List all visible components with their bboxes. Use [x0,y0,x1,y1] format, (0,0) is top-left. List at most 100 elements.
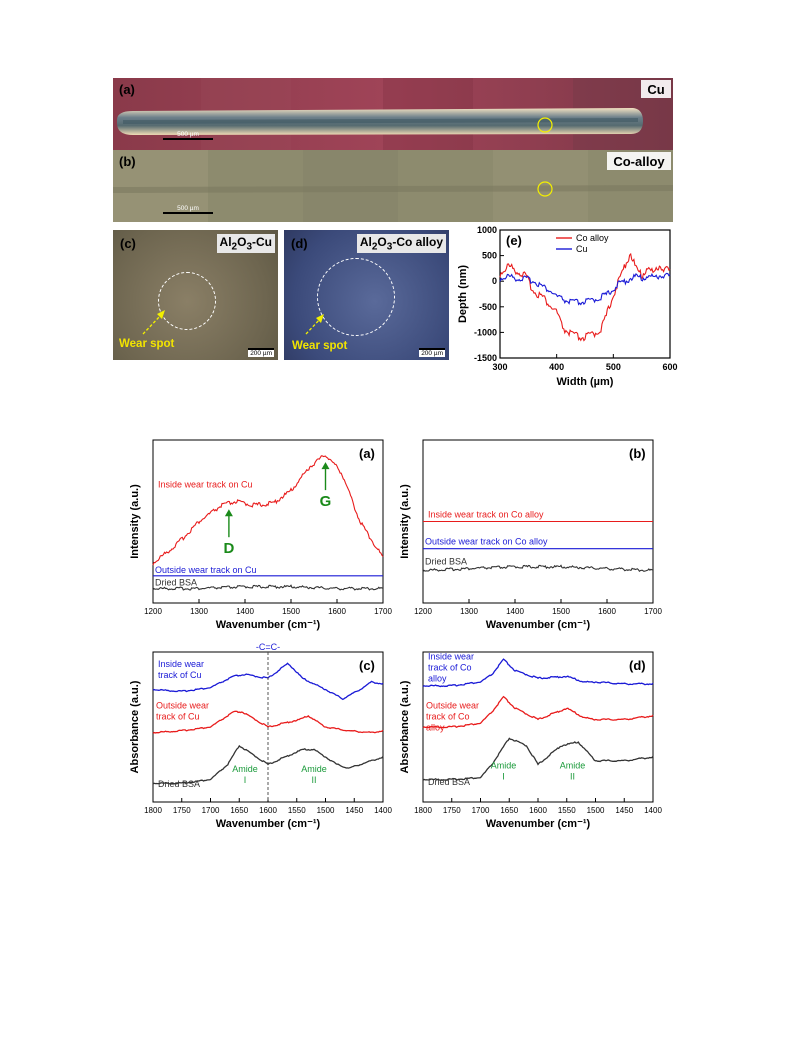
x-tick-label: 1650 [500,806,518,815]
x-tick-label: 1600 [529,806,547,815]
x-tick-label: 1450 [345,806,363,815]
wear-location-circle [537,181,553,197]
x-tick-label: 1700 [472,806,490,815]
plot-frame [422,651,654,803]
peak-label: G [320,493,332,510]
wear-location-circle [537,117,553,133]
x-tick-label: 1550 [288,806,306,815]
x-tick-label: 1750 [443,806,461,815]
amide-label: I [502,771,505,781]
series-label: alloy [428,674,447,684]
amide-label: Amide [301,764,327,774]
x-axis-label: Wavenumber (cm⁻¹) [216,818,321,830]
peak-arrowhead [321,462,330,470]
series-label: Inside wear [158,659,204,669]
x-tick-label: 1400 [374,806,392,815]
series-line [422,564,654,573]
plot-frame [499,229,671,359]
y-axis-label: Depth (nm) [457,265,469,323]
series-label: alloy [426,722,445,732]
series-label: Inside wear track on Cu [158,480,253,490]
x-tick-label: 1600 [328,607,346,616]
micrograph-a-cu: 500 µm (a) Cu [113,78,673,150]
series-label: track of Cu [156,711,200,721]
y-axis-label: Absorbance (a.u.) [399,680,411,773]
scale-bar-label: 200 µm [419,348,445,357]
series-label: track of Cu [158,670,202,680]
series-line [422,695,654,729]
series-label: Dried BSA [428,777,470,787]
y-tick-label: 0 [492,276,497,286]
y-tick-label: 500 [482,251,497,261]
series-label: Outside wear [156,700,209,710]
amide-label: II [311,775,316,785]
y-axis-label: Intensity (a.u.) [129,484,141,559]
wear-spot-arrow [305,314,324,335]
series-label: Inside wear [428,652,474,662]
x-tick-label: 1600 [598,607,616,616]
x-tick-label: 1400 [644,806,662,815]
series-label: Outside wear track on Co alloy [425,537,548,547]
series-label: track of Co [428,663,472,673]
x-tick-label: 1200 [144,607,162,616]
scale-bar-label: 500 µm [177,131,199,138]
amide-label: Amide [491,760,517,770]
legend-label: Cu [576,244,588,254]
wear-spot-circle [317,258,395,336]
micrograph-c-al2o3-cu: (c) Al2O3-Cu Wear spot 200 µm [113,230,278,360]
panel-tag: (c) [359,658,375,673]
x-tick-label: 1400 [506,607,524,616]
amide-label: Amide [232,764,258,774]
y-axis-label: Absorbance (a.u.) [129,680,141,773]
series-label: Outside wear [426,700,479,710]
micrograph-d-al2o3-co-alloy: (d) Al2O3-Co alloy Wear spot 200 µm [284,230,449,360]
ftir-chart-c: 1800 1750 1700 1650 1600 1550 1500 1450 1400 Wave… [129,642,392,830]
x-tick-label: 1300 [460,607,478,616]
x-tick-label: 1500 [552,607,570,616]
x-tick-label: 1700 [374,607,392,616]
depth-profile-chart-e: 300 400 500 600 1000 500 0 -500 -1000 -1500 Co all… [457,225,678,388]
cc-label: -C=C- [256,642,280,652]
material-label-al2o3-cu: Al2O3-Cu [216,234,275,254]
y-tick-label: -1500 [474,353,497,363]
x-tick-label: 1700 [202,806,220,815]
y-axis-label: Intensity (a.u.) [399,484,411,559]
x-tick-label: 1500 [282,607,300,616]
panel-tag-c: (c) [120,236,136,251]
scale-bar [163,212,213,214]
x-tick-label: 1550 [558,806,576,815]
x-axis-label: Wavenumber (cm⁻¹) [486,818,591,830]
x-tick-label: 1450 [615,806,633,815]
series-label: Outside wear track on Cu [155,565,257,575]
wear-spot-circle [158,272,216,330]
panel-tag: (d) [629,658,646,673]
x-tick-label: 1300 [190,607,208,616]
x-tick-label: 1800 [144,806,162,815]
x-axis-label: Width (µm) [557,376,614,388]
series-line-cu [499,272,671,306]
series-label: Dried BSA [425,557,467,567]
amide-label: II [570,771,575,781]
x-tick-label: 1700 [644,607,662,616]
scale-bar [163,138,213,140]
scale-bar-label: 500 µm [177,205,199,212]
ftir-chart-d: 1800 1750 1700 1650 1600 1550 1500 1450 1400 Wave… [399,651,662,830]
x-tick-label: 1600 [259,806,277,815]
x-tick-label: 1800 [414,806,432,815]
series-label: Inside wear track on Co alloy [428,510,544,520]
x-tick-label: 400 [549,362,564,372]
series-line [152,455,384,566]
x-tick-label: 1500 [317,806,335,815]
x-tick-label: 1650 [230,806,248,815]
material-label-co-alloy: Co-alloy [613,154,665,169]
x-tick-label: 1750 [173,806,191,815]
x-axis-label: Wavenumber (cm⁻¹) [216,619,321,631]
x-axis-label: Wavenumber (cm⁻¹) [486,619,591,631]
x-tick-label: 600 [662,362,677,372]
panel-tag-e: (e) [506,233,522,248]
x-tick-label: 1500 [587,806,605,815]
micrograph-b-co-alloy: 500 µm (b) Co-alloy [113,150,673,222]
wear-spot-arrow [142,310,165,335]
series-line-co-alloy [499,252,671,342]
amide-label: Amide [560,760,586,770]
